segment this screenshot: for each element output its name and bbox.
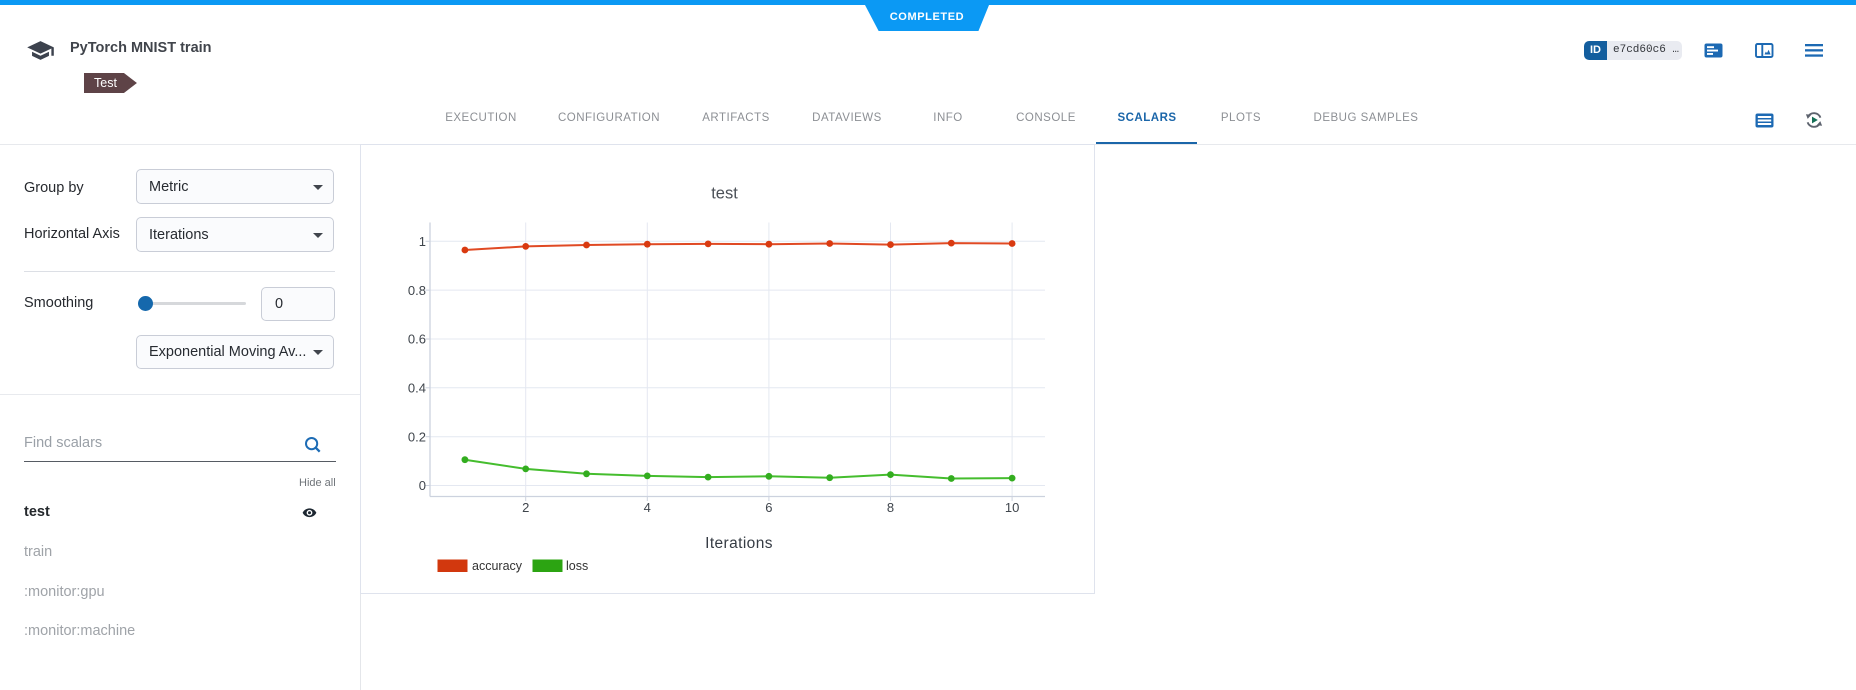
svg-text:1: 1 — [419, 234, 426, 249]
svg-text:0.6: 0.6 — [408, 332, 426, 347]
svg-text:8: 8 — [887, 500, 894, 515]
svg-text:4: 4 — [644, 500, 651, 515]
svg-text:accuracy: accuracy — [472, 559, 523, 573]
svg-text:0: 0 — [419, 478, 426, 493]
svg-text:10: 10 — [1005, 500, 1019, 515]
svg-text:0.8: 0.8 — [408, 283, 426, 298]
svg-text:0.4: 0.4 — [408, 381, 426, 396]
svg-text:loss: loss — [566, 559, 588, 573]
svg-text:Iterations: Iterations — [705, 535, 773, 552]
svg-text:0.2: 0.2 — [408, 429, 426, 444]
svg-text:test: test — [711, 185, 738, 203]
svg-text:2: 2 — [522, 500, 529, 515]
svg-text:6: 6 — [765, 500, 772, 515]
